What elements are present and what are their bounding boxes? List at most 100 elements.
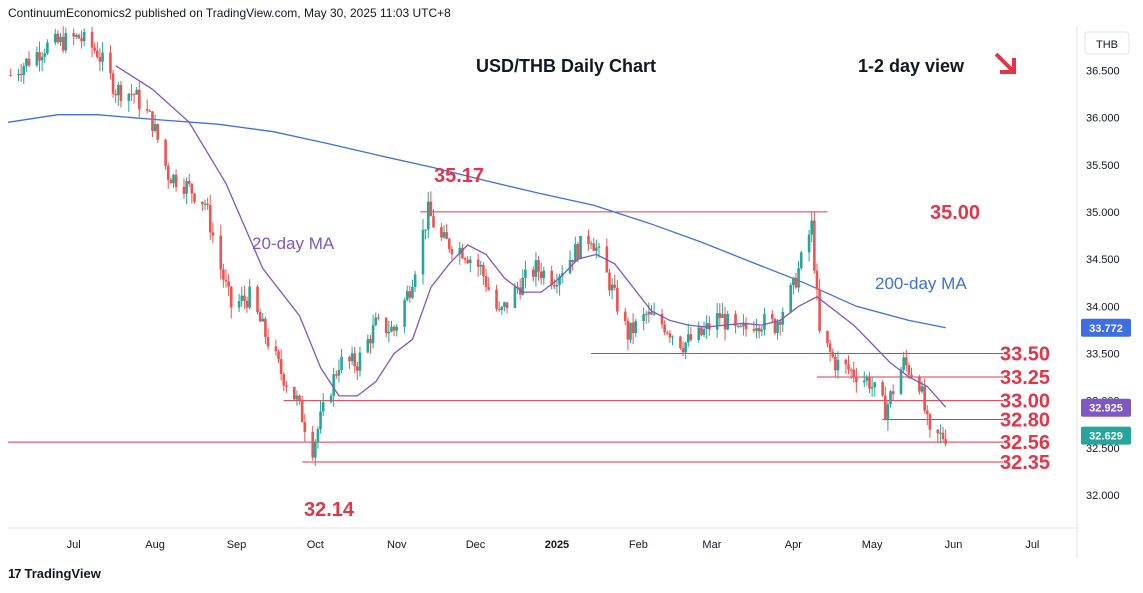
candle-body [229,286,233,308]
candle-body [182,187,186,194]
candle-body [537,260,540,272]
candle-body [114,93,117,96]
candle-body [19,73,23,76]
candle-body [93,47,96,51]
candle-body [256,286,259,313]
candle-body [321,402,325,412]
x-tick-label: Nov [387,539,407,551]
currency-label: THB [1096,39,1118,51]
candle-body [726,313,729,330]
candle-body [668,333,672,338]
tradingview-logo[interactable]: 17 TradingView [8,566,101,581]
candle-body [442,232,446,238]
candle-body [374,317,378,326]
candle-body [319,411,322,430]
x-tick-label: Sep [227,539,247,551]
candle-body [539,271,543,279]
candle-body [482,264,485,277]
candles [9,26,947,466]
ma200-path [7,114,946,329]
level-label: 33.50 [1000,343,1050,365]
candle-body [589,243,593,245]
candle-body [292,386,296,400]
price-badge-label: 32.629 [1089,431,1123,443]
y-tick-label: 35.500 [1086,160,1120,172]
candle-body [542,270,546,279]
candle-body [245,300,249,308]
candle-body [755,328,758,331]
candle-body [736,325,740,327]
candle-body [101,52,104,62]
candle-body [721,314,724,318]
candle-body [277,351,280,360]
y-tick-label: 33.500 [1086,348,1120,360]
candle-body [285,385,288,387]
candle-body [185,181,188,194]
candle-body [56,33,60,43]
currency-box [1084,31,1130,55]
level-label: 32.80 [1000,409,1050,431]
candle-body [219,235,223,270]
x-tick-label: Apr [785,539,802,551]
candle-body [844,359,848,365]
candle-body [258,312,262,322]
candle-body [335,374,338,376]
candle-body [623,311,627,322]
level-label: 35.00 [930,202,980,224]
candle-body [466,259,469,264]
candle-body [90,31,94,48]
candle-body [597,246,601,248]
candle-body [358,352,362,371]
candle-body [432,216,435,228]
candle-body [789,285,793,312]
x-tick-label: Mar [702,539,721,551]
candle-body [760,329,764,332]
candle-body [206,203,209,206]
candle-body [348,356,351,362]
candle-body [891,391,895,395]
candle-body [794,277,798,288]
candle-body [855,376,858,383]
candle-body [240,295,244,302]
candle-body [873,382,877,388]
candle-body [109,52,112,74]
candle-body [810,220,814,235]
candle-body [411,286,414,298]
candle-body [910,374,913,378]
chart-labels: USD/THB Daily Chart 1-2 day view 35.00 33.5… [252,52,1050,521]
candle-body [187,181,191,184]
chart-title: USD/THB Daily Chart [476,56,656,76]
candle-body [718,313,722,318]
candle-body [174,174,178,188]
candle-body [303,422,307,432]
ma20-line [115,65,947,408]
candle-body [329,395,333,403]
high-label: 35.17 [434,165,484,187]
candle-body [920,386,924,392]
level-lines [8,211,1004,463]
candle-body [773,319,777,333]
candle-body [613,284,617,288]
candle-body [902,357,905,370]
candle-body [46,42,49,54]
tradingview-logo-icon: 17 [8,566,22,581]
candle-body [642,314,645,322]
price-badge [1081,318,1131,337]
candle-body [626,321,630,340]
candle-body [550,270,553,286]
candle-body [923,386,926,411]
candle-body [25,58,28,67]
price-axis[interactable]: 36.500 36.000 35.500 35.000 34.500 34.000 33.5… [1081,31,1131,502]
candle-body [211,232,215,236]
candle-body [203,203,207,205]
candle-body [316,429,320,442]
candle-body [468,259,472,264]
candle-body [918,377,921,392]
candle-body [771,314,774,320]
level-label: 32.56 [1000,432,1050,454]
candle-body [148,110,152,112]
time-axis[interactable]: Jul Aug Sep Oct Nov Dec 2025 Feb Mar Apr May Jun Jul [67,539,1040,551]
candle-body [440,227,443,238]
candle-body [665,332,669,334]
